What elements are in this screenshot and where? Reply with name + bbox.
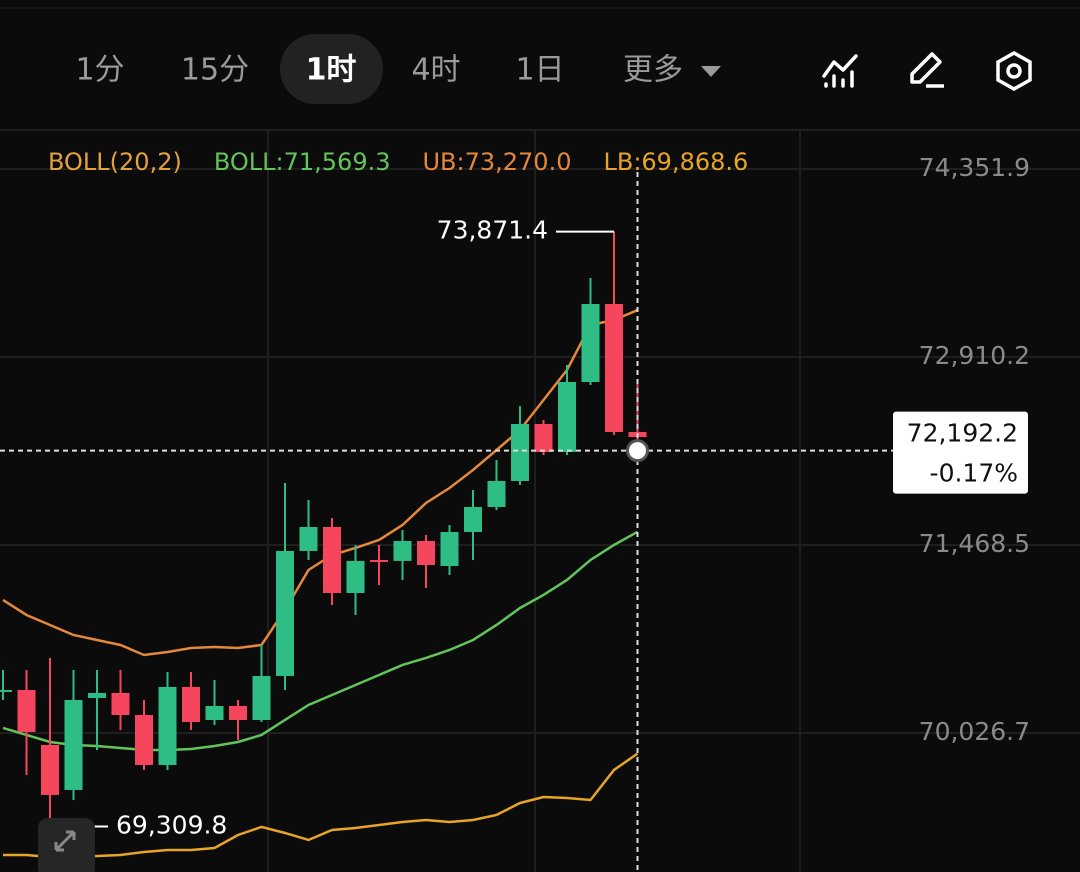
- y-tick-label: 74,351.9: [919, 153, 1030, 182]
- candle-body: [88, 692, 106, 698]
- candle-body: [417, 540, 435, 565]
- expand-icon: [54, 830, 76, 852]
- candle-body: [346, 560, 365, 593]
- tab[interactable]: 15分: [181, 53, 249, 88]
- candle-body: [487, 480, 506, 507]
- candle-body: [111, 692, 130, 715]
- y-tick-label: 70,026.7: [919, 717, 1030, 746]
- candle-body: [252, 675, 271, 720]
- candle-body: [464, 506, 482, 532]
- y-tick-label: 72,910.2: [919, 341, 1030, 370]
- more-arrow[interactable]: [701, 66, 721, 77]
- boll-line: [2, 530, 639, 752]
- candle-body: [323, 526, 341, 593]
- indicator-legend: BOLL:71,569.3: [214, 148, 391, 176]
- candle-body: [299, 526, 318, 551]
- indicator-legend: UB:73,270.0: [422, 148, 571, 176]
- settings-icon[interactable]: [996, 50, 1032, 92]
- indicator-legend: BOLL(20,2): [48, 148, 182, 176]
- candle-body: [370, 559, 388, 562]
- draw-icon[interactable]: [910, 52, 944, 88]
- min-label: 69,309.8: [116, 810, 227, 839]
- tab[interactable]: 1时: [306, 53, 357, 88]
- candle-body: [135, 714, 153, 765]
- candle-body: [558, 381, 576, 452]
- max-label: 73,871.4: [437, 216, 548, 245]
- boll-line: [3, 752, 639, 859]
- crosshair-dot: [626, 439, 649, 463]
- candle-body: [276, 550, 294, 676]
- active-tab-bg: [280, 34, 383, 104]
- candle-body: [64, 699, 83, 790]
- candle-body: [393, 540, 412, 561]
- indicator-icon[interactable]: [822, 54, 858, 88]
- candle-body: [41, 744, 59, 795]
- price-tag-price: 72,192.2: [907, 419, 1018, 448]
- expand-button[interactable]: [38, 818, 95, 872]
- candle-body: [0, 689, 12, 692]
- indicator-legend: LB:69,868.6: [603, 148, 748, 176]
- candle-body: [158, 686, 177, 765]
- candle-body: [229, 705, 247, 720]
- candle-body: [205, 705, 224, 720]
- candle-body: [534, 423, 553, 452]
- timeframe-tabs: 1分 15分 1时 4时 1日 更多: [75, 34, 683, 104]
- candle-body: [511, 423, 529, 481]
- plot-area: 74,351.9 72,910.2 71,468.5 70,026.7 BOLL(20,…: [0, 130, 1080, 872]
- boll-line: [2, 308, 638, 657]
- tab[interactable]: 1分: [75, 53, 124, 88]
- candle-body: [440, 531, 459, 566]
- price-tag-change: -0.17%: [930, 459, 1018, 488]
- candle-body: [17, 689, 36, 732]
- tab[interactable]: 1日: [515, 53, 564, 88]
- tab[interactable]: 4时: [411, 53, 460, 88]
- price-tag: [893, 411, 1028, 494]
- candle-body: [605, 304, 623, 432]
- candle-body: [581, 304, 600, 382]
- y-tick-label: 71,468.5: [919, 529, 1030, 558]
- tab[interactable]: 更多: [623, 53, 683, 88]
- candle-body: [182, 686, 200, 722]
